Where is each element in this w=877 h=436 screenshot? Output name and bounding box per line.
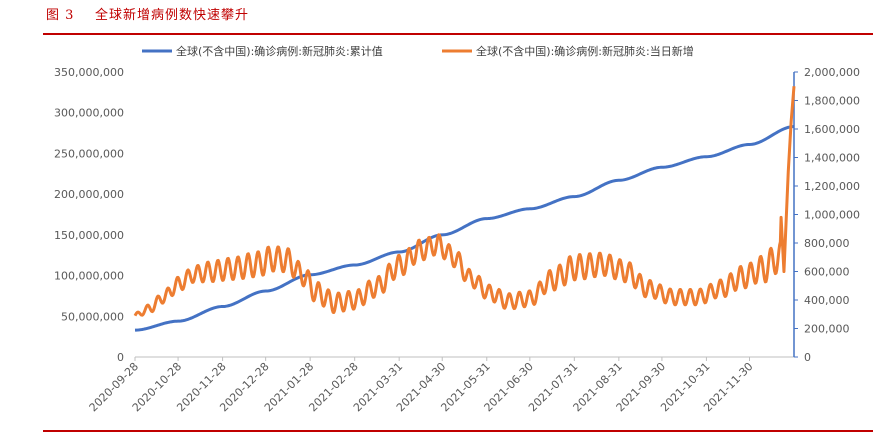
y-right-tick-label: 1,600,000: [804, 123, 860, 136]
y-left-tick-label: 100,000,000: [54, 270, 124, 283]
y-right-tick-label: 800,000: [804, 237, 850, 250]
axes: 0 50,000,000 100,000,000 150,000,000 200,000…: [54, 66, 860, 414]
top-rule: [43, 33, 873, 35]
series-cumulative-line: [134, 125, 795, 332]
y-right-tick-label: 1,000,000: [804, 209, 860, 222]
bottom-rule: [43, 430, 873, 432]
y-right-tick-label: 1,200,000: [804, 180, 860, 193]
y-left-tick-label: 250,000,000: [54, 147, 124, 160]
y-right-tick-label: 2,000,000: [804, 66, 860, 79]
figure-title-text: 全球新增病例数快速攀升: [94, 8, 249, 23]
legend: 全球(不含中国):确诊病例:新冠肺炎:累计值 全球(不含中国):确诊病例:新冠肺炎…: [142, 44, 694, 58]
plot-area: [133, 86, 796, 332]
figure-title: 图 3 全球新增病例数快速攀升: [46, 4, 249, 23]
y-right-tick-label: 200,000: [804, 323, 850, 336]
y-left-tick-label: 0: [117, 351, 124, 364]
y-right-tick-label: 400,000: [804, 294, 850, 307]
legend-label-1: 全球(不含中国):确诊病例:新冠肺炎:累计值: [176, 44, 383, 58]
y-left-tick-label: 350,000,000: [54, 66, 124, 79]
series-daily-line: [133, 86, 796, 317]
y-right-tick-label: 600,000: [804, 266, 850, 279]
y-right-tick-label: 0: [804, 351, 811, 364]
y-left-tick-label: 200,000,000: [54, 188, 124, 201]
figure-label: 图 3: [46, 8, 75, 23]
y-left-tick-label: 150,000,000: [54, 229, 124, 242]
y-left-tick-label: 300,000,000: [54, 107, 124, 120]
y-right-tick-label: 1,800,000: [804, 95, 860, 108]
y-right-tick-label: 1,400,000: [804, 152, 860, 165]
y-left-tick-label: 50,000,000: [61, 310, 124, 323]
legend-label-2: 全球(不含中国):确诊病例:新冠肺炎:当日新增: [476, 44, 694, 58]
